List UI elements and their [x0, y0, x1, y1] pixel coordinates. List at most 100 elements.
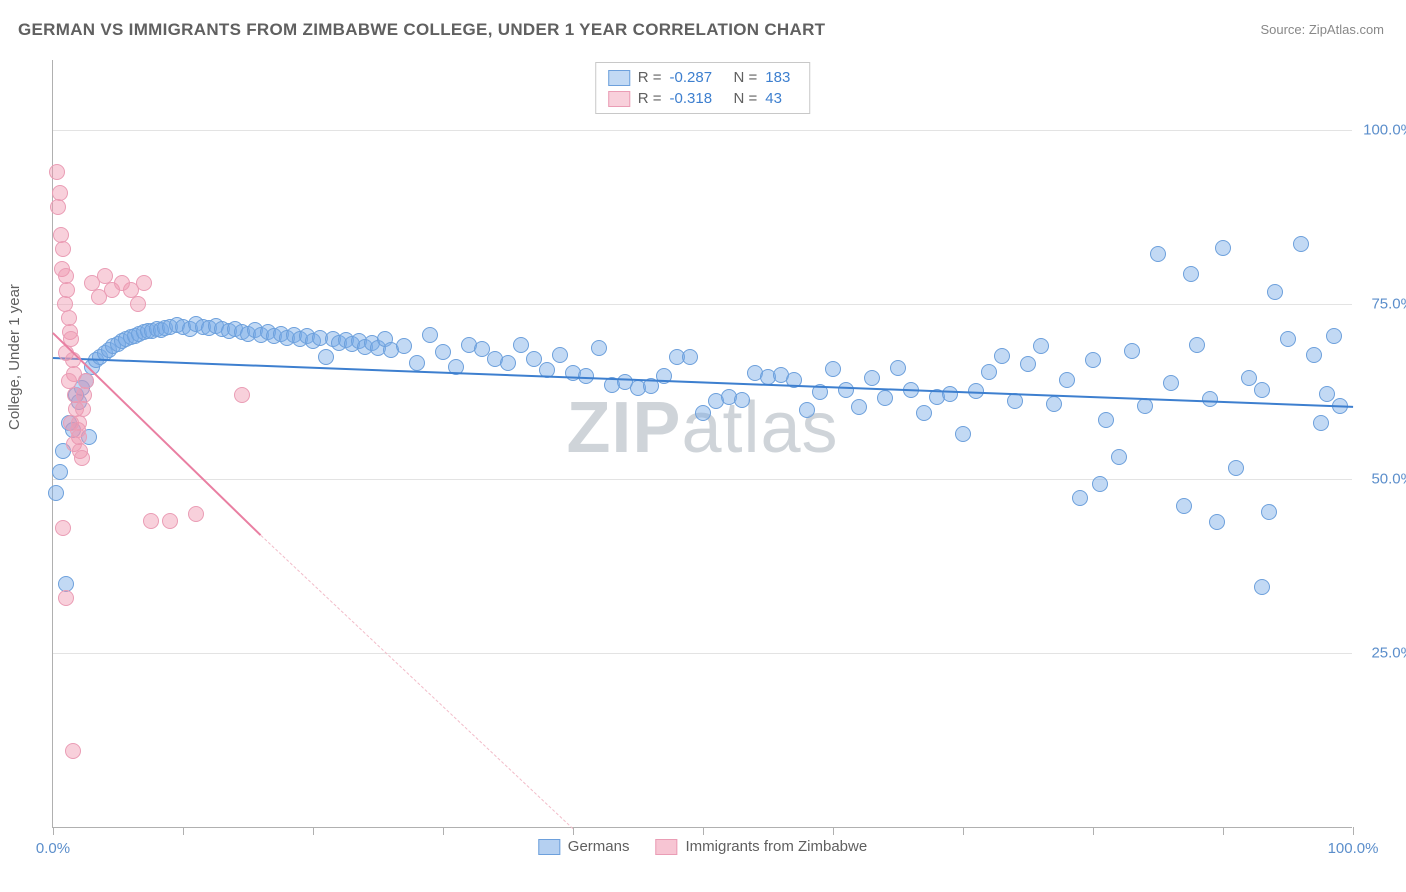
data-point — [1215, 240, 1231, 256]
data-point — [1020, 356, 1036, 372]
source-label: Source: ZipAtlas.com — [1260, 22, 1384, 37]
xtick — [183, 827, 184, 835]
data-point — [1241, 370, 1257, 386]
data-point — [864, 370, 880, 386]
legend: Germans Immigrants from Zimbabwe — [538, 838, 867, 855]
legend-swatch — [608, 91, 630, 107]
data-point — [52, 464, 68, 480]
chart-title: GERMAN VS IMMIGRANTS FROM ZIMBABWE COLLE… — [18, 20, 825, 40]
data-point — [74, 450, 90, 466]
data-point — [435, 344, 451, 360]
data-point — [234, 387, 250, 403]
chart-area: ZIPatlas R =-0.287N =183R =-0.318N =43 G… — [52, 60, 1352, 828]
data-point — [1150, 246, 1166, 262]
data-point — [1176, 498, 1192, 514]
data-point — [409, 355, 425, 371]
gridline — [53, 304, 1352, 305]
legend-swatch — [655, 839, 677, 855]
data-point — [1280, 331, 1296, 347]
data-point — [49, 164, 65, 180]
data-point — [1163, 375, 1179, 391]
data-point — [114, 275, 130, 291]
data-point — [396, 338, 412, 354]
data-point — [1046, 396, 1062, 412]
data-point — [552, 347, 568, 363]
xtick-label: 100.0% — [1328, 840, 1379, 857]
data-point — [799, 402, 815, 418]
data-point — [1072, 490, 1088, 506]
ytick-label: 25.0% — [1371, 645, 1406, 662]
data-point — [48, 485, 64, 501]
xtick — [1353, 827, 1354, 835]
data-point — [76, 387, 92, 403]
data-point — [1124, 343, 1140, 359]
data-point — [65, 743, 81, 759]
data-point — [55, 241, 71, 257]
data-point — [422, 327, 438, 343]
data-point — [994, 348, 1010, 364]
data-point — [130, 296, 146, 312]
legend-swatch — [538, 839, 560, 855]
data-point — [877, 390, 893, 406]
data-point — [851, 399, 867, 415]
data-point — [188, 506, 204, 522]
regression-line — [261, 535, 574, 829]
data-point — [1007, 393, 1023, 409]
data-point — [825, 361, 841, 377]
xtick — [443, 827, 444, 835]
data-point — [71, 415, 87, 431]
data-point — [1254, 579, 1270, 595]
gridline — [53, 479, 1352, 480]
data-point — [1319, 386, 1335, 402]
n-value: 183 — [765, 69, 797, 86]
xtick — [1223, 827, 1224, 835]
data-point — [682, 349, 698, 365]
xtick — [53, 827, 54, 835]
data-point — [75, 401, 91, 417]
data-point — [162, 513, 178, 529]
data-point — [1293, 236, 1309, 252]
r-value: -0.287 — [670, 69, 726, 86]
data-point — [1092, 476, 1108, 492]
legend-label: Germans — [568, 838, 630, 855]
data-point — [1267, 284, 1283, 300]
data-point — [981, 364, 997, 380]
data-point — [1254, 382, 1270, 398]
data-point — [1183, 266, 1199, 282]
data-point — [1209, 514, 1225, 530]
data-point — [143, 513, 159, 529]
data-point — [591, 340, 607, 356]
data-point — [1111, 449, 1127, 465]
data-point — [1189, 337, 1205, 353]
xtick — [703, 827, 704, 835]
data-point — [890, 360, 906, 376]
xtick — [963, 827, 964, 835]
data-point — [58, 590, 74, 606]
xtick — [313, 827, 314, 835]
legend-swatch — [608, 70, 630, 86]
xtick — [833, 827, 834, 835]
data-point — [55, 520, 71, 536]
data-point — [1261, 504, 1277, 520]
regression-line — [53, 357, 1353, 408]
data-point — [1085, 352, 1101, 368]
legend-item: Immigrants from Zimbabwe — [655, 838, 867, 855]
legend-item: Germans — [538, 838, 630, 855]
data-point — [1059, 372, 1075, 388]
stats-row: R =-0.287N =183 — [608, 67, 798, 88]
data-point — [578, 368, 594, 384]
ytick-label: 75.0% — [1371, 296, 1406, 313]
data-point — [942, 386, 958, 402]
gridline — [53, 653, 1352, 654]
stats-box: R =-0.287N =183R =-0.318N =43 — [595, 62, 811, 114]
data-point — [136, 275, 152, 291]
data-point — [500, 355, 516, 371]
data-point — [916, 405, 932, 421]
data-point — [318, 349, 334, 365]
data-point — [1098, 412, 1114, 428]
data-point — [1306, 347, 1322, 363]
y-axis-label: College, Under 1 year — [6, 284, 23, 430]
data-point — [1313, 415, 1329, 431]
data-point — [513, 337, 529, 353]
n-label: N = — [734, 69, 758, 86]
